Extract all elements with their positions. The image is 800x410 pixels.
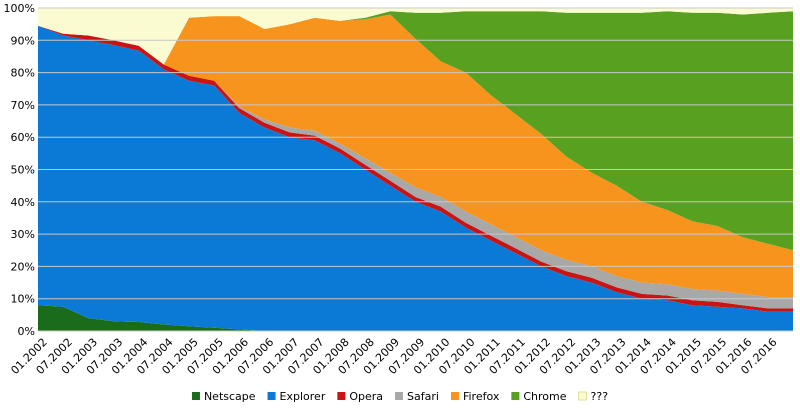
stacked-areas [38, 8, 793, 332]
y-tick-label: 100% [4, 2, 35, 15]
y-tick-label: 60% [11, 131, 35, 144]
legend-label-safari: Safari [407, 390, 439, 403]
area-opera [38, 25, 793, 312]
area-chrome [38, 11, 793, 251]
x-axis-ticks: 01.200207.200201.200307.200301.200407.20… [8, 336, 779, 377]
legend-swatch-unknown [578, 391, 588, 401]
y-tick-label: 50% [11, 164, 35, 177]
legend-label-opera: Opera [349, 390, 383, 403]
legend: Netscape Explorer Opera Safari Firefox Chrome… [191, 390, 609, 403]
legend-swatch-chrome [511, 392, 520, 400]
y-tick-label: 90% [11, 34, 35, 47]
area-unknown [38, 8, 793, 65]
legend-swatch-firefox [450, 392, 459, 400]
y-tick-label: 30% [11, 228, 35, 241]
y-tick-label: 10% [11, 293, 35, 306]
legend-swatch-explorer [267, 392, 276, 400]
area-netscape [38, 305, 793, 331]
area-explorer [38, 25, 793, 332]
y-tick-label: 70% [11, 99, 35, 112]
legend-label-unknown: ??? [591, 390, 609, 403]
gridlines [38, 7, 793, 332]
y-tick-label: 20% [11, 260, 35, 273]
y-tick-label: 0% [18, 325, 35, 338]
area-firefox [38, 14, 793, 298]
legend-label-firefox: Firefox [463, 390, 500, 403]
y-axis-ticks: 0% 10% 20% 30% 40% 50% 60% 70% 80% 90% 100% [4, 2, 35, 338]
legend-label-explorer: Explorer [280, 390, 326, 403]
y-tick-label: 80% [11, 67, 35, 80]
legend-swatch-opera [337, 392, 346, 400]
legend-label-chrome: Chrome [523, 390, 566, 403]
legend-label-netscape: Netscape [204, 390, 256, 403]
y-tick-label: 40% [11, 196, 35, 209]
legend-swatch-safari [395, 392, 404, 400]
legend-swatch-netscape [191, 392, 200, 400]
